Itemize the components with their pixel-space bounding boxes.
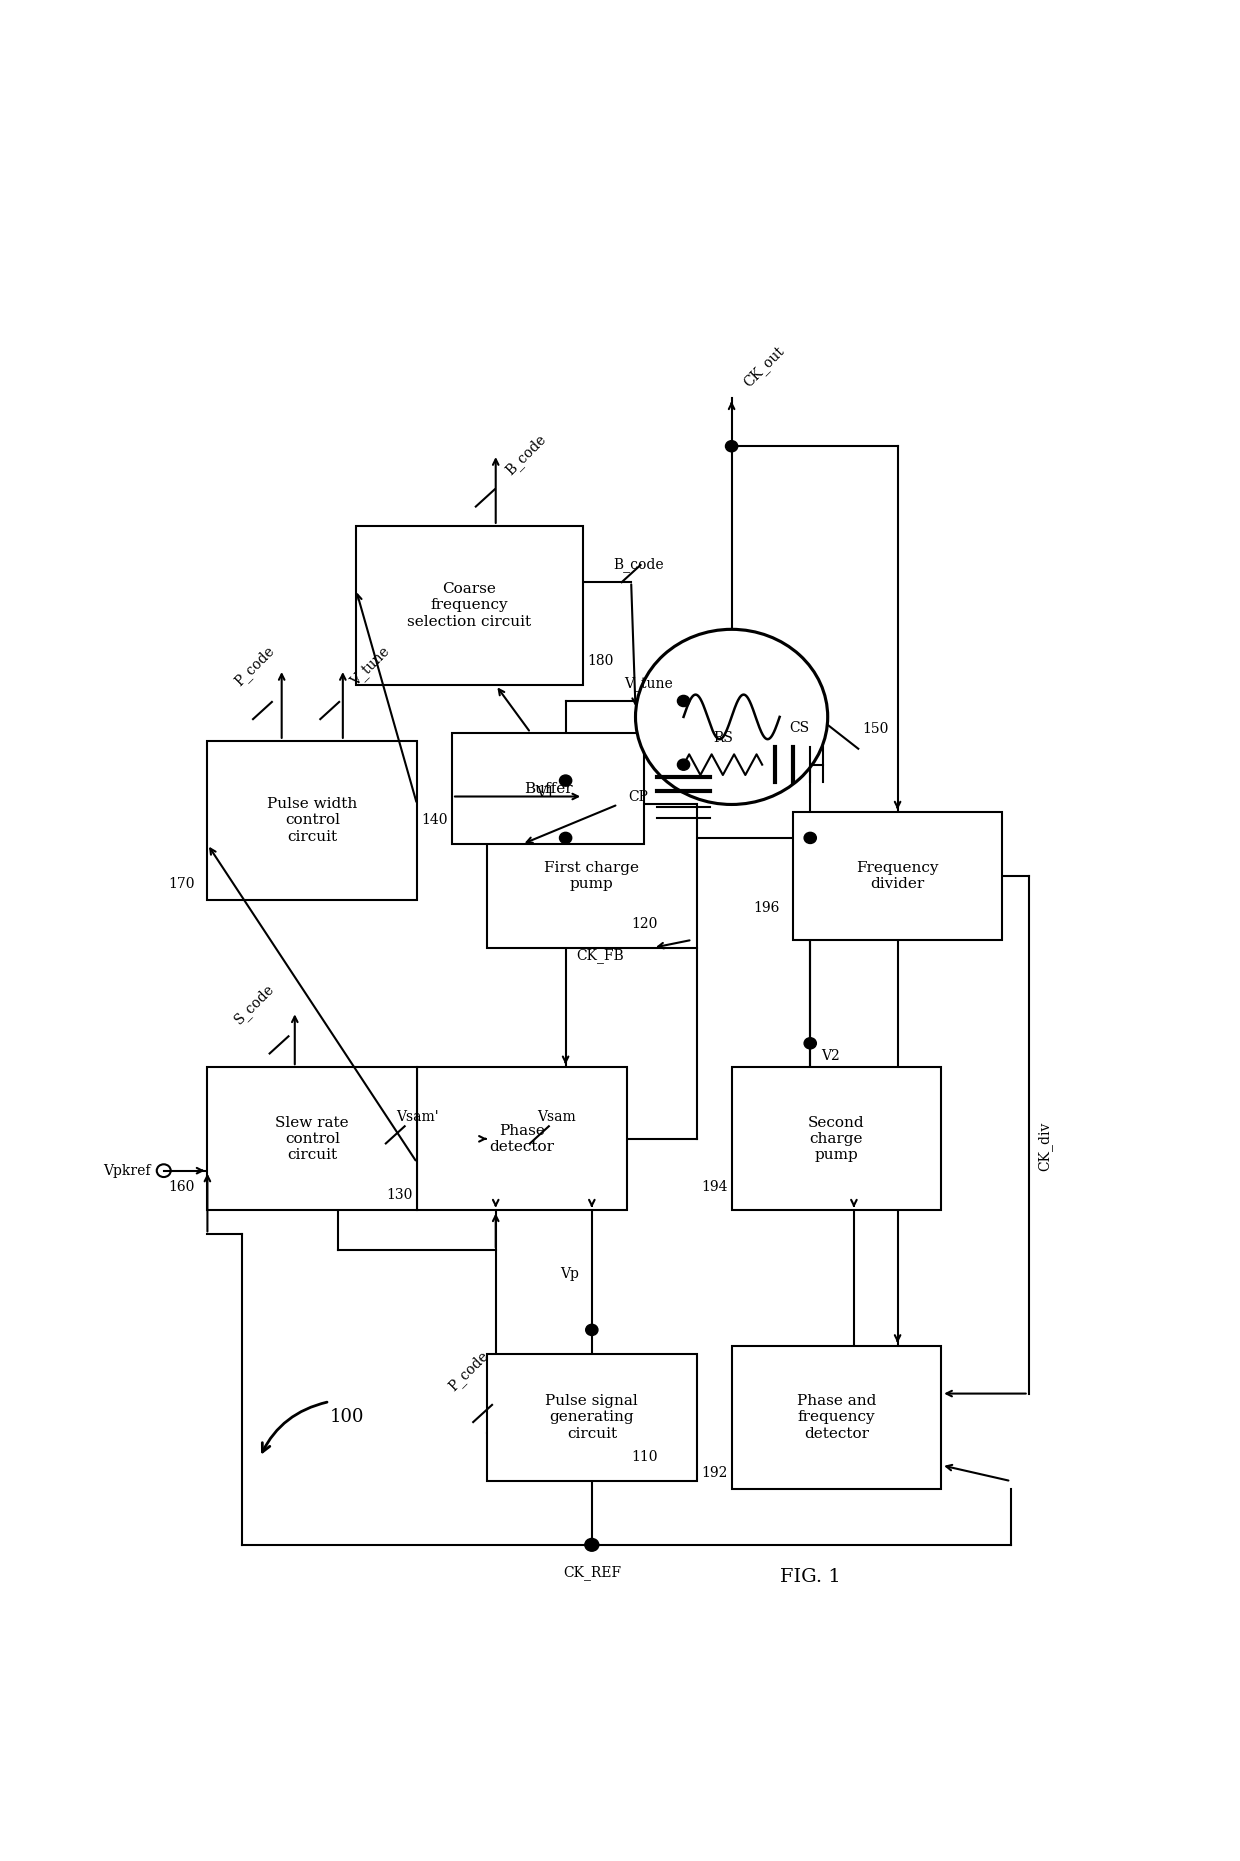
Text: 192: 192 bbox=[701, 1466, 728, 1479]
Bar bbox=[487, 804, 697, 947]
Text: Pulse width
control
circuit: Pulse width control circuit bbox=[267, 797, 357, 843]
Text: Pulse signal
generating
circuit: Pulse signal generating circuit bbox=[546, 1394, 639, 1440]
Text: CK_REF: CK_REF bbox=[563, 1565, 621, 1580]
Text: B_code: B_code bbox=[502, 432, 549, 478]
Circle shape bbox=[559, 832, 572, 843]
Text: Buffer: Buffer bbox=[523, 782, 573, 795]
Text: First charge
pump: First charge pump bbox=[544, 862, 640, 891]
Text: CK_out: CK_out bbox=[740, 344, 787, 391]
Text: 110: 110 bbox=[631, 1450, 657, 1465]
Text: 120: 120 bbox=[631, 917, 657, 930]
Bar bbox=[732, 1066, 941, 1210]
Text: V2: V2 bbox=[821, 1050, 839, 1063]
Text: Vp: Vp bbox=[559, 1267, 579, 1280]
Bar bbox=[207, 741, 417, 901]
Bar bbox=[417, 1066, 626, 1210]
Text: Vpkref: Vpkref bbox=[103, 1163, 150, 1178]
Text: FIG. 1: FIG. 1 bbox=[780, 1567, 841, 1586]
Text: Vsam: Vsam bbox=[537, 1111, 577, 1124]
Text: 170: 170 bbox=[167, 877, 195, 891]
Text: CK_div: CK_div bbox=[1038, 1122, 1053, 1171]
Text: P_code: P_code bbox=[445, 1347, 491, 1394]
Bar bbox=[732, 1346, 941, 1489]
Text: Second
charge
pump: Second charge pump bbox=[808, 1115, 864, 1161]
Text: Frequency
divider: Frequency divider bbox=[857, 862, 939, 891]
Text: 130: 130 bbox=[387, 1187, 413, 1202]
Circle shape bbox=[804, 832, 816, 843]
Bar bbox=[207, 1066, 417, 1210]
Text: 150: 150 bbox=[863, 722, 889, 735]
Text: 140: 140 bbox=[422, 813, 448, 828]
Text: V_tune: V_tune bbox=[347, 644, 392, 689]
Text: 100: 100 bbox=[330, 1409, 365, 1427]
Circle shape bbox=[677, 759, 689, 770]
Bar bbox=[453, 733, 645, 845]
Text: P_code: P_code bbox=[232, 644, 278, 689]
Text: Vsam': Vsam' bbox=[396, 1111, 439, 1124]
Circle shape bbox=[725, 441, 738, 452]
Text: CP: CP bbox=[629, 789, 649, 804]
Text: B_code: B_code bbox=[614, 556, 665, 571]
Text: 196: 196 bbox=[754, 901, 780, 916]
Text: 180: 180 bbox=[588, 655, 614, 668]
Text: Phase
detector: Phase detector bbox=[490, 1124, 554, 1154]
Circle shape bbox=[585, 1325, 598, 1336]
Text: 194: 194 bbox=[701, 1180, 728, 1193]
Bar bbox=[356, 527, 583, 685]
Text: 160: 160 bbox=[169, 1180, 195, 1193]
Text: Coarse
frequency
selection circuit: Coarse frequency selection circuit bbox=[408, 582, 532, 629]
Circle shape bbox=[585, 1539, 599, 1552]
Text: V_tune: V_tune bbox=[624, 677, 673, 692]
Text: Phase and
frequency
detector: Phase and frequency detector bbox=[797, 1394, 877, 1440]
Text: RS: RS bbox=[713, 731, 733, 744]
Circle shape bbox=[635, 629, 828, 804]
Text: V1: V1 bbox=[536, 787, 556, 800]
Text: Slew rate
control
circuit: Slew rate control circuit bbox=[275, 1115, 350, 1161]
Text: CK_FB: CK_FB bbox=[577, 949, 624, 964]
Circle shape bbox=[804, 1038, 816, 1050]
Text: CS: CS bbox=[790, 722, 810, 735]
Circle shape bbox=[559, 774, 572, 785]
Bar bbox=[487, 1353, 697, 1481]
Text: S_code: S_code bbox=[232, 981, 278, 1027]
Circle shape bbox=[677, 696, 689, 707]
Bar bbox=[792, 813, 1002, 940]
